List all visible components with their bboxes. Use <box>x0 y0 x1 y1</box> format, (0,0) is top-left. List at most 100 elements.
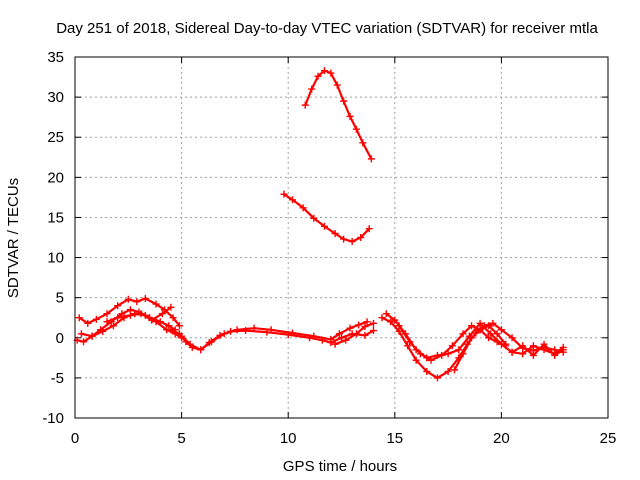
data-point <box>340 235 348 243</box>
data-point <box>433 374 441 382</box>
data-point <box>459 350 467 358</box>
data-series <box>73 67 567 382</box>
data-point <box>320 67 328 75</box>
data-point <box>186 340 194 348</box>
data-point <box>124 295 132 303</box>
data-point <box>99 327 107 335</box>
data-point <box>444 350 452 358</box>
data-point <box>363 318 371 326</box>
data-point <box>391 316 399 324</box>
data-point <box>493 330 501 338</box>
data-point <box>77 330 85 338</box>
series-line <box>511 343 565 357</box>
data-point <box>369 327 377 335</box>
data-point <box>288 196 296 204</box>
data-point <box>476 319 484 327</box>
data-point <box>314 72 322 80</box>
data-point <box>342 336 350 344</box>
data-point <box>529 342 537 350</box>
data-point <box>395 322 403 330</box>
data-point <box>207 338 215 346</box>
data-point <box>197 346 205 354</box>
data-point <box>357 234 365 241</box>
y-tick-label: -5 <box>51 370 64 387</box>
data-point <box>88 332 96 340</box>
y-tick-label: 35 <box>47 49 64 66</box>
data-point <box>220 330 228 338</box>
data-point <box>355 321 363 329</box>
series-line <box>304 69 373 160</box>
data-point <box>288 329 296 337</box>
data-point <box>327 335 335 343</box>
data-point <box>133 298 141 306</box>
data-point <box>178 332 186 340</box>
x-axis-title: GPS time / hours <box>283 458 397 475</box>
data-point <box>508 334 516 342</box>
data-point <box>165 322 173 330</box>
data-point <box>369 319 377 327</box>
data-point <box>359 139 367 147</box>
data-point <box>158 310 166 318</box>
data-point <box>365 225 373 233</box>
data-point <box>340 97 348 105</box>
y-tick-label: 25 <box>47 129 64 146</box>
data-point <box>361 331 369 339</box>
data-point <box>335 330 343 338</box>
data-point <box>167 326 175 334</box>
data-point <box>152 318 160 326</box>
data-point <box>250 324 258 332</box>
data-point <box>301 101 309 109</box>
data-point <box>280 190 288 198</box>
data-point <box>416 350 424 358</box>
data-point <box>331 340 339 348</box>
data-point <box>444 367 452 375</box>
data-point <box>406 338 414 346</box>
data-point <box>167 303 175 311</box>
data-point <box>427 356 435 364</box>
data-point <box>519 342 527 350</box>
x-tick-labels: 0 5 10 15 20 25 <box>71 430 617 447</box>
data-point <box>485 334 493 342</box>
data-point <box>404 342 412 350</box>
data-point <box>367 155 375 163</box>
y-tick-label: -10 <box>42 410 64 427</box>
data-point <box>487 330 495 338</box>
data-point <box>346 112 354 120</box>
data-point <box>540 340 548 348</box>
data-point <box>468 322 476 330</box>
data-point <box>103 318 111 326</box>
data-point <box>529 351 537 359</box>
data-point <box>114 302 122 310</box>
data-point <box>92 315 100 323</box>
y-tick-label: 20 <box>47 169 64 186</box>
data-point <box>387 318 395 326</box>
y-tick-label: 0 <box>56 330 64 347</box>
series-track-9 <box>301 67 375 163</box>
data-point <box>352 330 360 338</box>
data-point <box>152 300 160 308</box>
series-track-14 <box>508 340 567 359</box>
data-point <box>519 350 527 358</box>
data-point <box>497 326 505 334</box>
data-point <box>114 314 122 322</box>
data-point <box>489 319 497 327</box>
data-point <box>141 294 149 302</box>
data-point <box>508 348 516 356</box>
y-tick-label: 15 <box>47 209 64 226</box>
data-point <box>84 319 92 327</box>
data-point <box>310 214 318 222</box>
x-tick-label: 15 <box>386 430 403 447</box>
data-point <box>493 338 501 346</box>
y-axis-title: SDTVAR / TECUs <box>5 178 22 298</box>
data-point <box>75 314 83 322</box>
data-point <box>438 351 446 359</box>
data-point <box>423 367 431 375</box>
data-point <box>352 125 360 133</box>
data-point <box>348 238 356 246</box>
y-tick-label: 10 <box>47 250 64 267</box>
x-tick-label: 0 <box>71 430 79 447</box>
data-point <box>485 322 493 330</box>
data-point <box>448 342 456 350</box>
data-point <box>109 322 117 330</box>
